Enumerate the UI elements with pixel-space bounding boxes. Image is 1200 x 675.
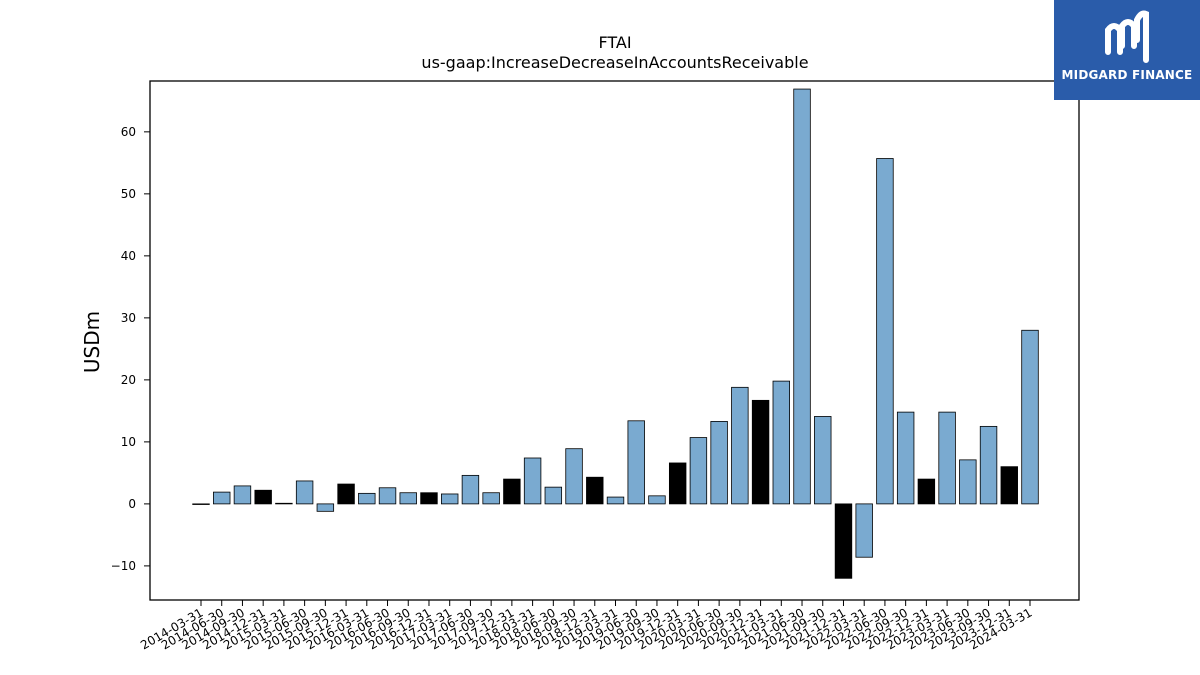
brand-name: MIDGARD FINANCE [1061,68,1193,82]
bar-2015-06-30 [295,480,314,505]
bar-2017-09-30 [482,492,500,505]
bar-2018-09-30 [565,448,583,505]
bar-2016-09-30 [399,492,417,505]
bar-2017-06-30 [461,474,480,505]
y-tick-label: 30 [121,311,136,325]
y-axis-label: USDm [80,311,104,373]
chart-title: FTAI [598,33,631,52]
bar-2021-03-31 [772,380,791,505]
bar-2016-12-31 [420,492,438,505]
bar-2021-06-30 [793,88,811,505]
bar-2015-12-31 [337,483,355,505]
bar-2019-12-31 [668,462,687,505]
bar-2015-03-31 [275,502,293,505]
bar-2015-09-30 [316,503,335,512]
bar-2014-03-31 [192,503,210,505]
bar-2024-03-31 [1021,329,1039,505]
bar-2020-09-30 [731,386,749,505]
bar-2014-06-30 [213,491,231,505]
plot-frame [149,80,1080,601]
bar-2022-12-31 [917,478,936,505]
bars-group [192,88,1039,579]
bar-2016-06-30 [378,487,397,505]
y-tick-label: 0 [128,497,136,511]
y-axis: −10 0 10 20 30 40 50 60 [111,125,150,573]
bar-2019-06-30 [627,420,645,505]
bar-2023-12-31 [1000,466,1018,505]
brand-logo: MIDGARD FINANCE [1054,0,1200,100]
y-tick-label: 40 [121,249,136,263]
bar-2016-03-31 [358,492,376,505]
y-tick-label: 50 [121,187,136,201]
bar-2017-03-31 [440,493,459,505]
bar-2018-03-31 [523,457,542,505]
bar-2019-03-31 [606,496,625,505]
bar-2022-06-30 [876,158,894,505]
bar-2021-09-30 [814,416,832,505]
bar-2018-06-30 [544,486,563,505]
bar-2014-12-31 [254,489,272,505]
bar-2020-03-31 [689,437,708,505]
y-tick-label: 20 [121,373,136,387]
bar-2022-09-30 [896,411,915,505]
bar-2020-12-31 [751,399,770,505]
bar-2019-09-30 [648,495,666,505]
y-tick-label: 10 [121,435,136,449]
bar-2022-03-31 [855,503,873,558]
bar-2021-12-31 [834,503,853,579]
bar-2018-12-31 [586,476,604,505]
midgard-logo-icon [1105,10,1149,63]
bar-2017-12-31 [503,478,521,505]
x-axis: 2014-03-312014-06-302014-09-302014-12-31… [138,600,1035,652]
y-tick-label: −10 [111,559,136,573]
bar-2023-03-31 [938,411,956,505]
bar-2014-09-30 [233,485,252,505]
bar-2023-09-30 [979,425,998,505]
bar-2020-06-30 [710,421,728,505]
chart-subtitle: us-gaap:IncreaseDecreaseInAccountsReceiv… [421,53,808,72]
y-tick-label: 60 [121,125,136,139]
bar-2023-06-30 [959,459,977,505]
